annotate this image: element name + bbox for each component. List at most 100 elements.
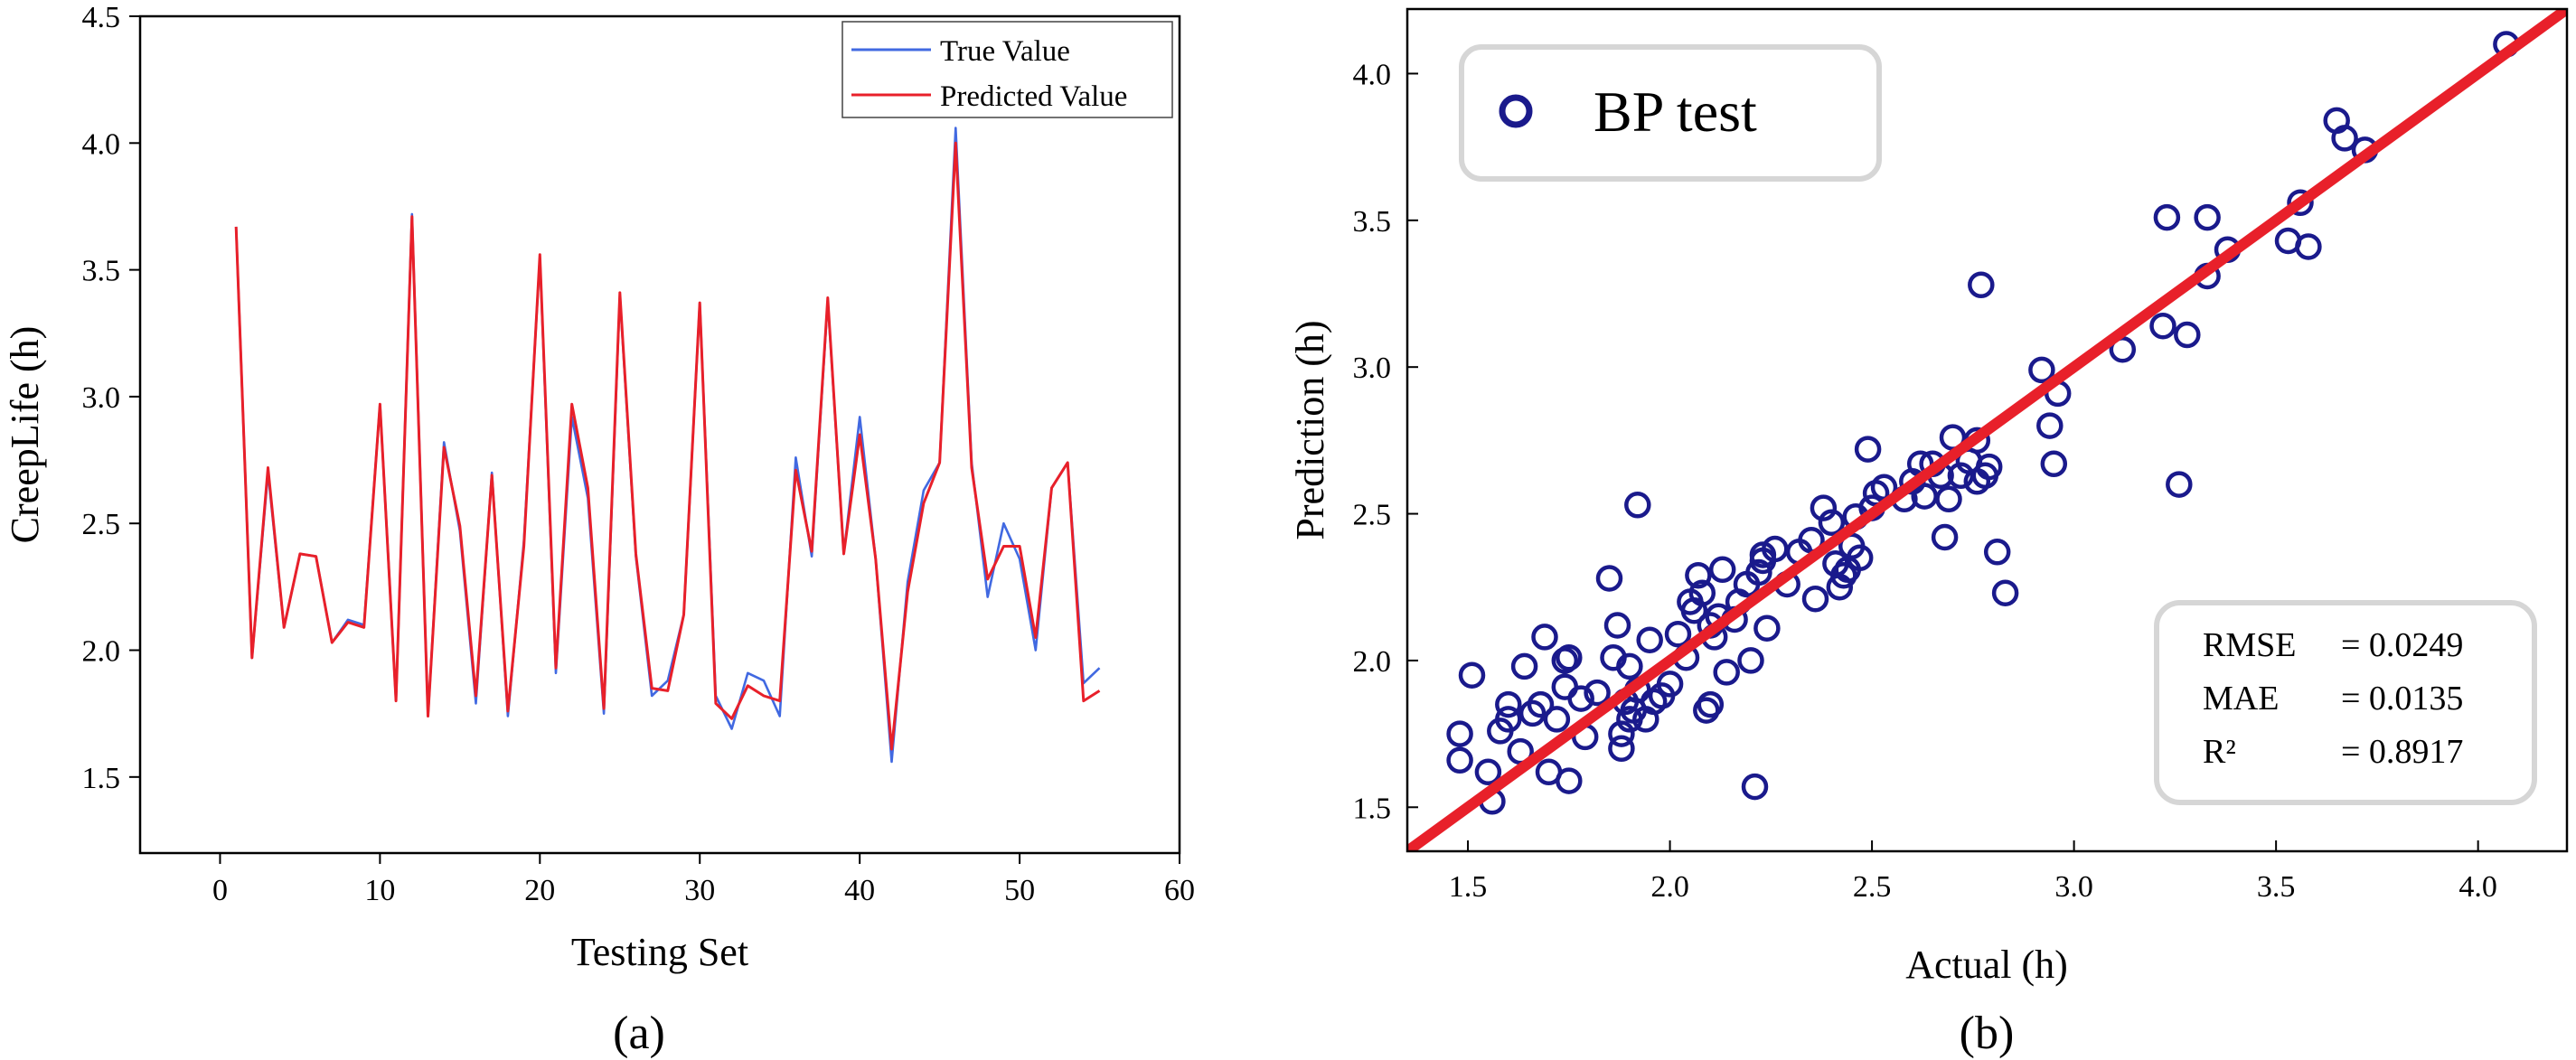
chart-b-ytick-label: 4.0 <box>1353 58 1392 91</box>
scatter-point <box>2028 356 2055 384</box>
chart-b-xlabel: Actual (h) <box>1905 943 2068 987</box>
scatter-point <box>1603 612 1631 639</box>
chart-a-ytick-label: 3.5 <box>82 255 121 288</box>
chart-a-axes-frame <box>138 14 1181 855</box>
scatter-point <box>2153 203 2181 231</box>
scatter-point <box>1636 626 1663 653</box>
metric-mae-name: MAE <box>2203 680 2279 718</box>
chart-b-legend-marker <box>1499 94 1533 128</box>
scatter-point <box>2194 203 2221 231</box>
scatter-point <box>1975 453 2003 481</box>
scatter-point <box>1830 561 1857 589</box>
scatter-point <box>1584 679 1611 707</box>
series-predicted-value-line <box>234 141 1101 751</box>
scatter-point <box>2149 312 2176 340</box>
chart-b-xtick-label: 4.0 <box>2458 870 2497 904</box>
scatter-point <box>1846 544 1874 572</box>
chart-a-legend-predicted: Predicted Value <box>940 80 1127 113</box>
scatter-point <box>1527 690 1555 718</box>
metric-mae-value: = 0.0135 <box>2341 680 2463 718</box>
scatter-point <box>1510 652 1538 680</box>
chart-a-xtick-label: 0 <box>212 874 228 907</box>
scatter-point <box>1446 746 1473 774</box>
chart-b-axes-frame <box>1406 7 2569 853</box>
scatter-point <box>1595 565 1623 592</box>
scatter-point <box>2295 233 2322 260</box>
scatter-point <box>1608 720 1635 747</box>
scatter-point <box>1495 690 1522 718</box>
scatter-point <box>1616 652 1643 680</box>
chart-a-ytick-label: 4.0 <box>82 127 121 161</box>
chart-a-xtick-label: 40 <box>844 874 875 907</box>
scatter-point <box>2331 125 2358 152</box>
chart-a-xtick-label: 10 <box>364 874 395 907</box>
chart-a-ytick-label: 4.5 <box>82 1 121 34</box>
scatter-point <box>1931 523 1959 551</box>
scatter-point <box>1708 556 1736 584</box>
scatter-point <box>1737 647 1764 674</box>
scatter-point <box>1624 492 1651 519</box>
scatter-point <box>1810 494 1838 521</box>
metric-r2-name: R² <box>2203 733 2236 771</box>
chart-a-ticks: 0 10 20 30 40 50 60 1.5 2.0 2.5 3.0 3.5 4.0 4.5 <box>82 1 1196 907</box>
scatter-point <box>1495 706 1522 733</box>
chart-b-ytick-label: 2.5 <box>1353 499 1392 532</box>
scatter-point <box>1531 624 1558 651</box>
chart-b-xtick-label: 3.0 <box>2054 870 2093 904</box>
scatter-point <box>1664 620 1692 648</box>
scatter-point <box>2040 450 2068 478</box>
chart-a-ytick-label: 2.0 <box>82 635 121 669</box>
chart-a-ytick-label: 1.5 <box>82 762 121 795</box>
chart-b-legend-box <box>1459 44 1882 182</box>
chart-a-ytick-label: 2.5 <box>82 508 121 541</box>
scatter-point <box>1745 558 1772 586</box>
chart-a-xlabel: Testing Set <box>571 930 748 974</box>
chart-a-legend-box <box>841 21 1173 118</box>
scatter-point <box>1446 720 1473 747</box>
scatter-point <box>1551 673 1579 700</box>
chart-a: 0 10 20 30 40 50 60 1.5 2.0 2.5 3.0 3.5 4.0 4.5 True … <box>3 1 1195 1059</box>
scatter-point <box>1567 685 1594 712</box>
scatter-point <box>1458 661 1486 689</box>
chart-b-ytick-label: 3.5 <box>1353 205 1392 239</box>
chart-b-legend-label: BP test <box>1594 80 1757 144</box>
chart-b-ylabel: Prediction (h) <box>1288 320 1332 539</box>
chart-a-panel-label: (a) <box>613 1008 665 1059</box>
scatter-point <box>2287 189 2314 217</box>
scatter-point <box>1854 436 1882 463</box>
scatter-point <box>1608 735 1635 763</box>
chart-a-xtick-label: 60 <box>1164 874 1195 907</box>
chart-b-fit-group <box>1407 9 2567 851</box>
scatter-point <box>1656 671 1684 698</box>
chart-a-xtick-label: 20 <box>524 874 555 907</box>
scatter-point <box>1801 585 1829 613</box>
chart-b-xtick-label: 1.5 <box>1449 870 1488 904</box>
chart-b-metrics-box: RMSE = 0.0249 MAE = 0.0135 R² = 0.8917 <box>2154 600 2537 805</box>
chart-b-legend: BP test <box>1459 44 1882 182</box>
chart-a-legend-true: True Value <box>940 35 1070 68</box>
chart-a-ytick-label: 3.0 <box>82 381 121 415</box>
chart-a-ylabel: CreepLife (h) <box>3 326 47 544</box>
chart-b-metrics-frame <box>2154 600 2537 805</box>
scatter-point <box>1556 643 1583 671</box>
chart-b-xtick-label: 3.5 <box>2257 870 2296 904</box>
chart-b-ytick-label: 2.0 <box>1353 645 1392 679</box>
scatter-point <box>1968 271 1995 299</box>
chart-a-xtick-label: 30 <box>684 874 715 907</box>
scatter-point <box>1983 539 2011 566</box>
chart-b-xtick-label: 2.0 <box>1650 870 1689 904</box>
chart-b-xtick-label: 2.5 <box>1853 870 1892 904</box>
metric-rmse-value: = 0.0249 <box>2341 626 2463 664</box>
chart-a-legend: True Value Predicted Value <box>841 21 1173 118</box>
metric-rmse-name: RMSE <box>2203 626 2296 664</box>
scatter-point <box>2036 412 2064 439</box>
fit-line <box>1407 9 2567 851</box>
scatter-point <box>1741 773 1769 801</box>
scatter-point <box>1556 767 1583 794</box>
scatter-point <box>1697 690 1725 718</box>
chart-b-ticks: 1.5 2.0 2.5 3.0 3.5 4.0 1.5 2.0 2.5 3.0 3.5 4.0 <box>1353 58 2497 904</box>
chart-b: 1.5 2.0 2.5 3.0 3.5 4.0 1.5 2.0 2.5 3.0 3.5 4.0 BP … <box>1288 7 2569 1059</box>
scatter-point <box>1991 579 2019 606</box>
chart-a-xtick-label: 50 <box>1004 874 1035 907</box>
